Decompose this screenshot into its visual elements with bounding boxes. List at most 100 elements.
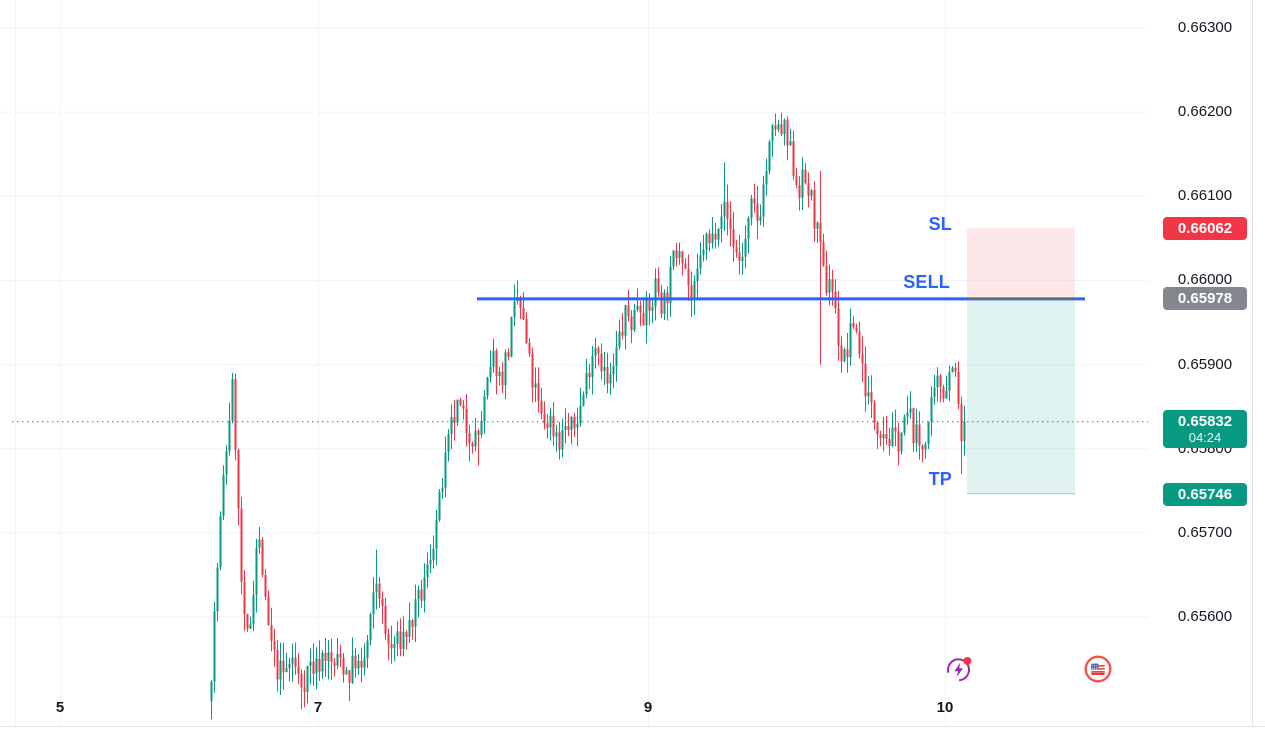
candle-body: [888, 438, 891, 446]
candle-body: [423, 577, 426, 601]
candle-body: [744, 238, 747, 257]
price-tick-label: 0.66200: [1177, 103, 1233, 121]
candle-body: [684, 263, 687, 269]
candle-body: [792, 141, 795, 176]
candle-body: [291, 657, 294, 664]
us-flag-event-icon[interactable]: [1083, 654, 1113, 684]
candle-body: [366, 640, 369, 659]
candle-body: [753, 198, 756, 204]
alert-lightning-icon[interactable]: [944, 655, 974, 685]
candle-body: [735, 247, 738, 253]
candle-body: [894, 427, 897, 432]
candle-body: [450, 416, 453, 435]
candle-body: [702, 249, 705, 256]
candle-body: [459, 399, 462, 406]
candle-body: [651, 306, 654, 311]
candle-body: [615, 346, 618, 366]
candle-body: [822, 242, 825, 266]
position-profit-box[interactable]: [967, 298, 1075, 495]
candle-body: [594, 348, 597, 356]
candle-body: [612, 365, 615, 375]
candle-body: [351, 655, 354, 683]
candle-body: [513, 301, 516, 318]
candle-body: [477, 430, 480, 435]
candle-body: [705, 233, 708, 250]
candle-body: [489, 366, 492, 378]
price-tick-label: 0.66100: [1177, 187, 1233, 205]
candle-body: [939, 375, 942, 388]
candle-body: [690, 284, 693, 299]
candle-body: [222, 474, 225, 517]
candle-body: [750, 198, 753, 218]
candle-body: [378, 583, 381, 599]
candle-body: [819, 222, 822, 243]
candle-body: [669, 266, 672, 304]
candle-body: [642, 312, 645, 326]
candle-body: [636, 305, 639, 310]
candle-body: [774, 125, 777, 130]
candle-body: [882, 433, 885, 439]
candle-body: [840, 345, 843, 362]
candle-body: [453, 416, 456, 423]
candle-body: [546, 423, 549, 428]
candle-body: [261, 539, 264, 575]
candle-body: [930, 396, 933, 422]
candle-body: [810, 190, 813, 196]
candle-body: [552, 415, 555, 437]
candle-body: [279, 660, 282, 680]
candle-body: [300, 673, 303, 688]
candle-body: [573, 416, 576, 428]
candle-body: [558, 432, 561, 450]
candle-body: [507, 352, 510, 357]
candle-body: [345, 670, 348, 675]
position-risk-box[interactable]: [967, 228, 1075, 299]
candle-body: [942, 387, 945, 399]
candle-body: [906, 412, 909, 417]
candle-body: [219, 516, 222, 568]
candle-body: [231, 379, 234, 421]
candle-body: [660, 292, 663, 314]
day-tick-label: 9: [643, 699, 653, 716]
candle-body: [339, 653, 342, 658]
candle-body: [246, 614, 249, 629]
price-tick-label: 0.65700: [1177, 523, 1233, 541]
candle-body: [786, 119, 789, 146]
candle-body: [960, 404, 963, 442]
candle-body: [909, 408, 912, 413]
candle-body: [603, 367, 606, 372]
take-profit-line[interactable]: [967, 493, 1075, 495]
candle-body: [678, 251, 681, 258]
candle-body: [474, 430, 477, 447]
candle-body: [495, 350, 498, 377]
candle-body: [468, 433, 471, 444]
candle-body: [267, 596, 270, 625]
candle-body: [273, 641, 276, 650]
candle-body: [579, 405, 582, 424]
candle-body: [354, 655, 357, 669]
candle-body: [564, 425, 567, 431]
candle-body: [717, 228, 720, 240]
candle-body: [759, 216, 762, 221]
candle-body: [783, 119, 786, 135]
candle-body: [465, 408, 468, 434]
candle-body: [567, 425, 570, 431]
last-price-badge: 0.65832 04:24: [1163, 409, 1247, 448]
candle-body: [405, 632, 408, 637]
stop-loss-label: SL: [928, 214, 952, 235]
candle-body: [777, 124, 780, 130]
candle-body: [480, 421, 483, 435]
candle-body: [951, 367, 954, 372]
candle-body: [879, 434, 882, 439]
candle-body: [687, 268, 690, 285]
candle-body: [396, 631, 399, 644]
candle-body: [756, 203, 759, 221]
candle-body: [315, 658, 318, 674]
candle-body: [330, 652, 333, 663]
candle-body: [765, 170, 768, 185]
candle-body: [486, 377, 489, 397]
candle-body: [741, 256, 744, 261]
candle-body: [597, 348, 600, 354]
candle-body: [795, 175, 798, 186]
